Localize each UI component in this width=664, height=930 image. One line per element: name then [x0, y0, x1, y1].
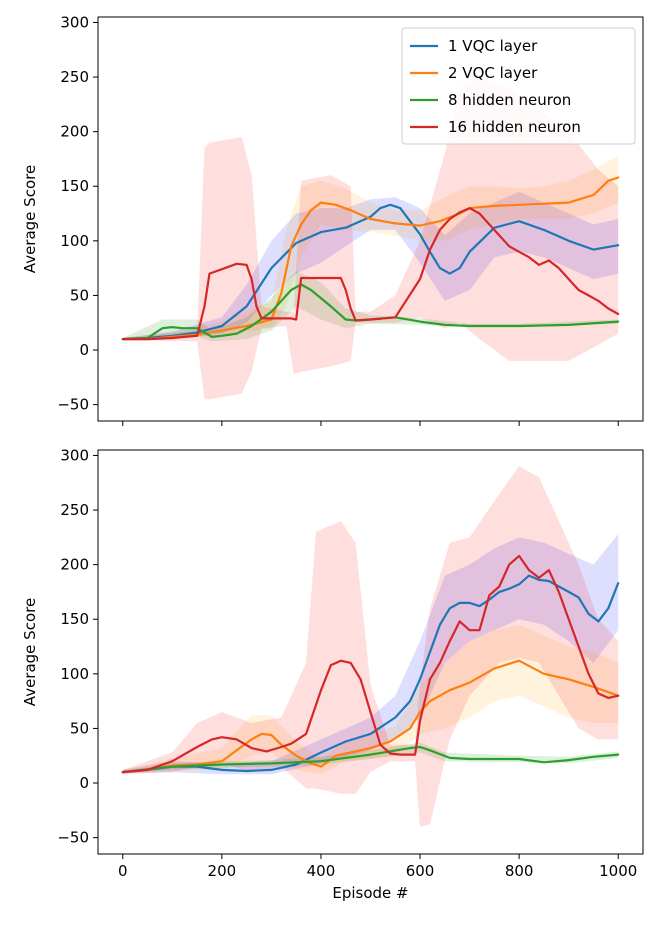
- bottom-band-8-hidden-neuron: [122, 742, 619, 774]
- top-y-tick-label: 0: [79, 341, 89, 359]
- top-y-tick-label: 300: [60, 13, 89, 31]
- top-y-tick-label: 100: [60, 232, 89, 250]
- top-chart-y-axis-label: Average Score: [21, 165, 39, 273]
- top-series-line-16-hidden-neuron: [121, 207, 620, 341]
- bottom-series-line-1-vqc-layer: [121, 574, 620, 774]
- bottom-y-tick-label: 300: [60, 446, 89, 464]
- top-y-tick-label: 50: [70, 286, 89, 304]
- top-band-16-hidden-neuron: [122, 77, 619, 400]
- bottom-y-tick-label: 200: [60, 556, 89, 574]
- legend-label-8-hidden-neuron: 8 hidden neuron: [448, 91, 571, 109]
- bottom-x-tick-label: 1000: [599, 862, 637, 880]
- bottom-x-tick-label: 0: [118, 862, 128, 880]
- top-y-tick-label: −50: [57, 396, 89, 414]
- top-chart-x-axis: [122, 421, 619, 426]
- bottom-chart-series-lines: [121, 554, 620, 774]
- top-series-line-2-vqc-layer: [121, 176, 620, 341]
- bottom-y-tick-label: 50: [70, 719, 89, 737]
- bottom-y-tick-label: 150: [60, 610, 89, 628]
- bottom-band-16-hidden-neuron: [122, 466, 619, 827]
- bottom-y-tick-label: 100: [60, 665, 89, 683]
- legend-label-16-hidden-neuron: 16 hidden neuron: [448, 118, 581, 136]
- top-y-tick-label: 250: [60, 68, 89, 86]
- bottom-band-1-vqc-layer: [122, 534, 619, 775]
- top-chart-series-lines: [121, 176, 620, 341]
- bottom-chart-y-axis: −50 0 50 100 150 200 250 300: [57, 446, 98, 847]
- top-band-2-vqc-layer: [122, 155, 619, 341]
- top-chart-panel: −50 0 50 100 150 200 250 300 Average Score 1 VQ…: [21, 13, 644, 426]
- bottom-x-tick-label: 200: [208, 862, 237, 880]
- bottom-x-tick-label: 600: [406, 862, 435, 880]
- bottom-series-line-16-hidden-neuron: [121, 554, 620, 774]
- bottom-y-tick-label: 0: [79, 774, 89, 792]
- top-chart-frame: [97, 16, 644, 422]
- bottom-series-line-2-vqc-layer: [121, 659, 620, 774]
- top-y-tick-label: 150: [60, 177, 89, 195]
- bottom-band-2-vqc-layer: [122, 624, 619, 775]
- top-series-line-1-vqc-layer: [121, 203, 620, 341]
- bottom-x-tick-label: 800: [505, 862, 534, 880]
- top-chart-legend: 1 VQC layer 2 VQC layer 8 hidden neuron 16 …: [401, 27, 636, 145]
- legend-label-2-vqc-layer: 2 VQC layer: [448, 64, 538, 82]
- bottom-chart-frame: [97, 449, 644, 855]
- bottom-chart-confidence-bands: [122, 466, 619, 827]
- bottom-y-tick-label: 250: [60, 501, 89, 519]
- top-y-tick-label: 200: [60, 123, 89, 141]
- bottom-chart-x-axis: 0 200 400 600 800 1000: [118, 854, 637, 880]
- top-band-8-hidden-neuron: [122, 271, 619, 342]
- top-chart-y-axis: −50 0 50 100 150 200 250 300: [57, 13, 98, 414]
- bottom-x-tick-label: 400: [307, 862, 336, 880]
- bottom-series-line-8-hidden-neuron: [121, 745, 620, 774]
- bottom-chart-y-axis-label: Average Score: [21, 598, 39, 706]
- legend-frame: [401, 27, 636, 145]
- bottom-y-tick-label: −50: [57, 829, 89, 847]
- bottom-chart-x-axis-label: Episode #: [332, 884, 408, 902]
- legend-label-1-vqc-layer: 1 VQC layer: [448, 37, 538, 55]
